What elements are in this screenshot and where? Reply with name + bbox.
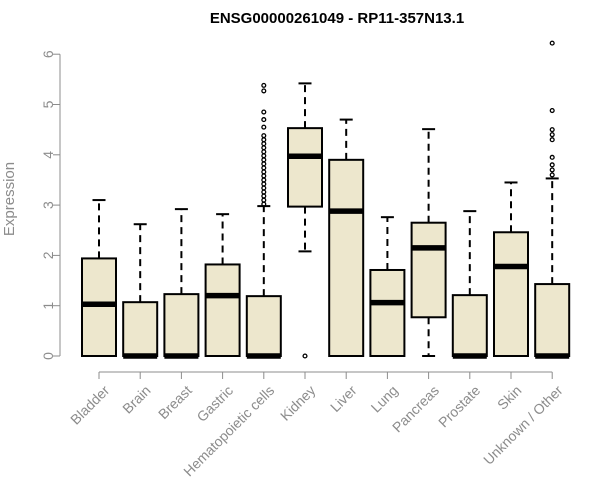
y-axis: 0 1 2 3 4 5 6 xyxy=(40,50,61,360)
outlier-point xyxy=(261,157,267,163)
x-tick-label: Brain xyxy=(119,382,153,416)
outlier-point xyxy=(261,145,267,151)
box-unknown-other xyxy=(534,40,571,359)
outlier-point xyxy=(302,353,308,359)
box-iqr xyxy=(328,158,365,357)
outlier-point xyxy=(261,165,267,171)
box-prostate xyxy=(451,210,488,359)
box-hematopoietic-cells xyxy=(245,82,282,359)
y-tick-label: 0 xyxy=(40,352,56,360)
box-iqr xyxy=(245,295,282,358)
outlier-point xyxy=(549,154,555,160)
outlier-point xyxy=(549,137,555,143)
y-tick-label: 2 xyxy=(40,251,56,259)
outlier-point xyxy=(261,177,267,183)
outlier-point xyxy=(261,197,267,203)
x-tick-label: Kidney xyxy=(277,382,319,424)
box-iqr xyxy=(369,268,406,357)
box-lung xyxy=(369,216,406,357)
chart-title: ENSG00000261049 - RP11-357N13.1 xyxy=(210,10,464,27)
outlier-point xyxy=(549,132,555,138)
y-axis-label: Expression xyxy=(1,162,18,236)
outlier-point xyxy=(549,107,555,114)
x-tick-label: Breast xyxy=(155,382,195,422)
box-iqr xyxy=(81,257,117,357)
outlier-point xyxy=(261,201,267,207)
outlier-point xyxy=(261,193,267,199)
outlier-point xyxy=(261,124,267,130)
y-tick-label: 3 xyxy=(40,201,56,209)
outlier-point xyxy=(261,117,267,123)
box-iqr xyxy=(163,293,200,358)
outlier-point xyxy=(549,167,555,173)
box-iqr xyxy=(451,294,488,357)
y-tick-label: 5 xyxy=(40,100,56,108)
outlier-point xyxy=(549,162,555,168)
outlier-point xyxy=(261,181,267,187)
box-kidney xyxy=(287,82,323,359)
box-iqr xyxy=(534,283,571,358)
outlier-point xyxy=(261,88,267,94)
y-tick-label: 6 xyxy=(40,50,56,58)
box-bladder xyxy=(81,199,117,357)
box-gastric xyxy=(204,213,241,358)
box-group xyxy=(81,40,571,359)
x-tick-label: Bladder xyxy=(67,382,113,428)
outlier-point xyxy=(261,137,267,143)
x-tick-label: Liver xyxy=(327,382,360,415)
y-tick-label: 1 xyxy=(40,302,56,310)
outlier-point xyxy=(261,82,267,88)
outlier-point xyxy=(261,161,267,167)
outlier-point xyxy=(261,133,267,139)
outlier-point xyxy=(261,173,267,179)
x-tick-label: Prostate xyxy=(435,382,483,430)
box-liver xyxy=(328,118,365,357)
outlier-point xyxy=(549,127,555,133)
box-pancreas xyxy=(410,128,447,357)
outlier-point xyxy=(261,153,267,159)
outlier-point xyxy=(261,169,267,175)
box-iqr xyxy=(410,221,447,319)
box-brain xyxy=(122,223,159,359)
outlier-point xyxy=(261,189,267,195)
outlier-point xyxy=(261,185,267,191)
box-iqr xyxy=(493,231,529,357)
box-iqr xyxy=(204,263,241,358)
box-skin xyxy=(493,181,529,357)
box-iqr xyxy=(287,127,323,208)
outlier-point xyxy=(549,40,555,46)
outlier-point xyxy=(549,172,555,178)
box-iqr xyxy=(122,301,159,357)
x-tick-label: Lung xyxy=(368,382,401,415)
y-tick-label: 4 xyxy=(40,151,56,159)
outlier-point xyxy=(261,149,267,155)
outlier-point xyxy=(261,141,267,147)
box-breast xyxy=(163,208,200,359)
x-tick-label: Skin xyxy=(494,382,525,413)
outlier-point xyxy=(261,109,267,115)
